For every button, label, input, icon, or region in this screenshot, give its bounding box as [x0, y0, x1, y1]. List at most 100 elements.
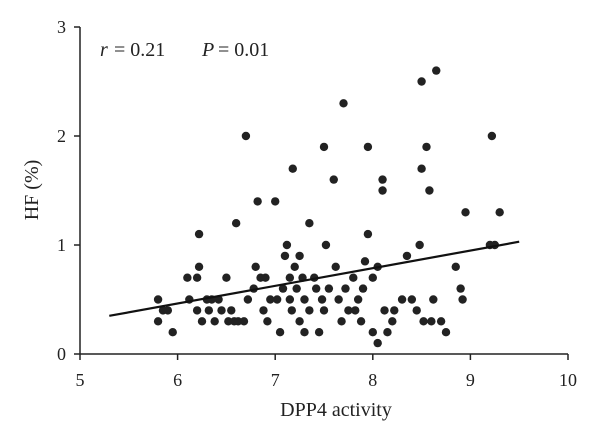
data-point: [194, 262, 204, 271]
x-tick-label: 5: [76, 370, 85, 390]
data-point: [363, 142, 373, 152]
data-point: [239, 317, 249, 326]
data-point: [183, 273, 192, 282]
data-point: [280, 251, 290, 261]
data-point: [378, 175, 387, 184]
data-point: [153, 317, 163, 326]
data-point: [305, 219, 314, 228]
data-point: [487, 131, 497, 141]
data-point: [275, 328, 285, 337]
y-axis-label: HF (%): [21, 160, 43, 221]
data-point: [222, 273, 231, 282]
x-tick-label: 8: [368, 370, 377, 390]
data-point: [319, 142, 329, 152]
data-point: [243, 295, 253, 304]
data-point: [358, 284, 368, 293]
data-point: [271, 197, 280, 206]
correlation-annotation: r = 0.21 P = 0.01: [100, 39, 269, 61]
x-tick-label: 6: [173, 370, 182, 390]
data-point: [402, 251, 412, 261]
data-point: [287, 306, 296, 315]
data-point: [163, 306, 173, 315]
data-point: [390, 306, 399, 315]
data-point: [417, 77, 426, 86]
data-points: [153, 66, 504, 348]
data-point: [341, 284, 350, 293]
data-point: [285, 295, 295, 304]
data-point: [427, 317, 436, 326]
data-point: [224, 317, 233, 326]
data-point: [397, 295, 407, 304]
r-value: = 0.21: [114, 39, 165, 61]
data-point: [278, 284, 288, 293]
x-tick-label: 7: [271, 370, 280, 390]
regression-line-layer: [109, 240, 520, 317]
data-point: [227, 306, 236, 315]
data-point: [339, 99, 348, 108]
x-tick-label: 9: [466, 370, 475, 390]
data-point: [319, 306, 329, 315]
data-point: [412, 306, 421, 315]
p-symbol: P: [201, 39, 214, 61]
data-point: [422, 142, 431, 152]
data-point: [360, 257, 370, 266]
data-point: [288, 164, 297, 173]
data-point: [368, 328, 377, 337]
data-point: [241, 131, 251, 141]
data-point: [415, 240, 424, 250]
data-point: [253, 197, 262, 206]
data-point: [231, 219, 241, 228]
data-point: [233, 317, 243, 326]
data-point: [417, 164, 426, 173]
data-point: [217, 306, 226, 315]
data-point: [432, 66, 441, 75]
data-point: [259, 306, 268, 315]
data-point: [300, 295, 309, 304]
data-point: [337, 317, 346, 326]
data-point: [204, 306, 214, 315]
data-point: [458, 295, 467, 304]
data-point: [311, 284, 321, 293]
data-point: [314, 328, 324, 337]
data-point: [282, 240, 292, 250]
x-axis-label: DPP4 activity: [280, 399, 392, 421]
data-point: [383, 328, 392, 337]
data-point: [285, 273, 295, 282]
data-point: [210, 317, 219, 326]
data-point: [456, 284, 465, 293]
data-point: [329, 175, 338, 184]
data-point: [292, 284, 301, 293]
p-value: = 0.01: [218, 39, 269, 61]
data-point: [407, 295, 417, 304]
data-point: [168, 328, 177, 337]
regression-line: [109, 240, 520, 317]
data-point: [334, 295, 343, 304]
x-tick-label: 10: [559, 370, 577, 390]
data-point: [321, 240, 331, 250]
data-point: [317, 295, 327, 304]
data-point: [495, 208, 504, 217]
r-symbol: r: [100, 39, 108, 61]
data-point: [290, 262, 299, 271]
data-point: [419, 317, 428, 326]
data-point: [194, 229, 204, 239]
y-tick-label: 3: [57, 17, 66, 37]
data-point: [436, 317, 446, 326]
data-point: [295, 317, 304, 326]
data-point: [349, 273, 358, 282]
data-point: [378, 186, 387, 195]
y-tick-label: 1: [57, 235, 66, 255]
data-point: [324, 284, 334, 293]
y-tick-label: 0: [57, 344, 66, 364]
data-point: [192, 273, 202, 282]
data-point: [351, 306, 360, 315]
data-point: [197, 317, 207, 326]
data-point: [441, 328, 451, 337]
data-point: [295, 251, 304, 261]
data-point: [356, 317, 366, 326]
data-point: [263, 317, 272, 326]
data-point: [272, 295, 282, 304]
data-point: [451, 262, 460, 271]
data-point: [300, 328, 309, 337]
data-point: [380, 306, 389, 315]
